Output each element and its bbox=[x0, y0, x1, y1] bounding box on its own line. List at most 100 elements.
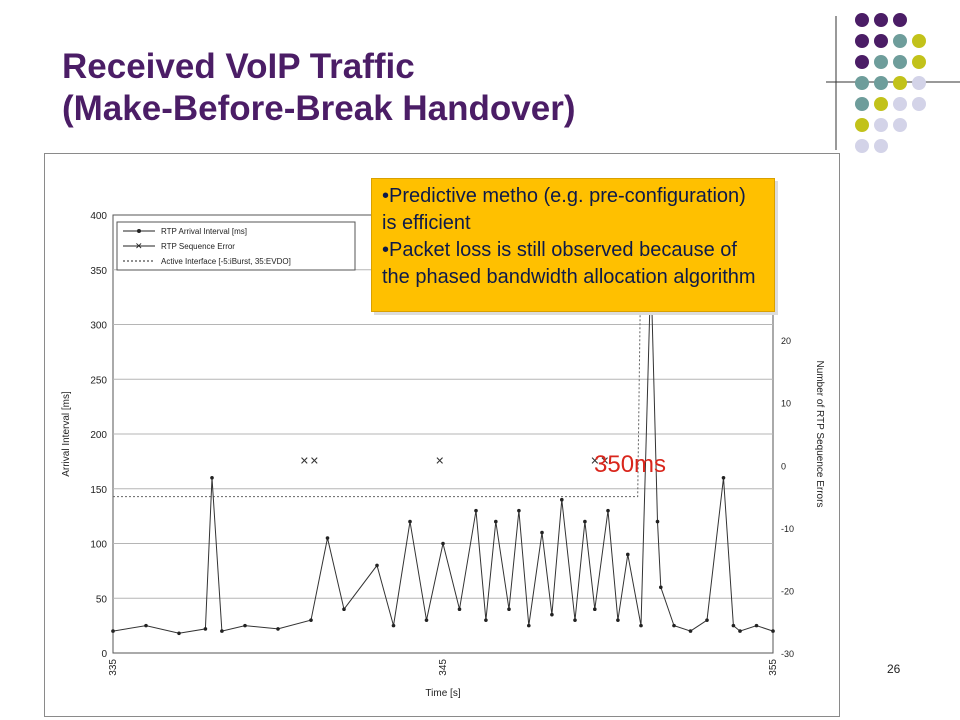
arrival-interval-point bbox=[527, 623, 531, 628]
title-line-1: Received VoIP Traffic bbox=[62, 47, 415, 86]
decorative-dot bbox=[874, 55, 888, 69]
arrival-interval-point bbox=[474, 508, 478, 513]
arrival-interval-point bbox=[177, 631, 181, 636]
sequence-error-marker: ✕ bbox=[300, 455, 309, 467]
legend-marker-seq-error: ✕ bbox=[135, 241, 143, 251]
arrival-interval-point bbox=[210, 476, 214, 480]
arrival-interval-point bbox=[731, 623, 736, 628]
arrival-interval-point bbox=[540, 530, 544, 535]
y-tick-label: 100 bbox=[90, 540, 107, 551]
arrival-interval-point bbox=[688, 629, 693, 633]
y2-tick-label: 10 bbox=[781, 399, 791, 409]
decorative-dot bbox=[855, 13, 869, 27]
decorative-dot bbox=[912, 97, 926, 111]
callout-bullet-2: •Packet loss is still observed because o… bbox=[382, 239, 756, 288]
y-tick-label: 50 bbox=[96, 594, 108, 605]
arrival-interval-point bbox=[220, 629, 224, 633]
arrival-interval-point bbox=[494, 519, 498, 524]
arrival-interval-point bbox=[672, 623, 676, 628]
y-tick-label: 350 bbox=[90, 266, 107, 277]
decorative-dot bbox=[874, 13, 888, 27]
legend-label-seq-error: RTP Sequence Error bbox=[161, 242, 235, 251]
arrival-interval-point bbox=[111, 629, 115, 633]
arrival-interval-point bbox=[507, 607, 511, 611]
decorative-dot bbox=[874, 97, 888, 111]
y2-tick-label: -20 bbox=[781, 586, 794, 596]
decorative-dot bbox=[874, 139, 888, 153]
x-axis-label: Time [s] bbox=[425, 688, 460, 699]
decorative-dot bbox=[874, 76, 888, 90]
arrival-interval-point bbox=[626, 552, 630, 557]
decorative-dot bbox=[893, 76, 907, 90]
arrival-interval-point bbox=[375, 563, 379, 568]
decorative-dot bbox=[874, 118, 888, 132]
arrival-interval-point bbox=[276, 627, 280, 631]
decorative-dot bbox=[912, 76, 926, 90]
arrival-interval-point bbox=[391, 623, 396, 628]
arrival-interval-point bbox=[309, 618, 313, 622]
decorative-dot bbox=[893, 13, 907, 27]
x-tick-label: 355 bbox=[768, 659, 779, 676]
y-tick-label: 150 bbox=[90, 485, 107, 496]
arrival-interval-point bbox=[144, 623, 148, 628]
arrival-interval-point bbox=[484, 618, 488, 622]
arrival-interval-point bbox=[655, 519, 660, 524]
slide-number: 26 bbox=[887, 662, 901, 676]
legend-label-arrival: RTP Arrival Interval [ms] bbox=[161, 227, 247, 236]
y2-tick-label: 0 bbox=[781, 461, 786, 471]
sequence-error-marker: ✕ bbox=[590, 455, 599, 467]
decorative-dot bbox=[893, 55, 907, 69]
decorative-dot bbox=[855, 55, 869, 69]
arrival-interval-point bbox=[517, 508, 521, 513]
legend-marker-arrival bbox=[137, 229, 141, 233]
arrival-interval-point bbox=[771, 629, 775, 633]
decorative-dot-grid bbox=[826, 13, 960, 153]
y-tick-label: 0 bbox=[101, 649, 107, 660]
y2-tick-label: -10 bbox=[781, 524, 794, 534]
arrival-interval-point bbox=[593, 607, 597, 611]
arrival-interval-point bbox=[408, 519, 412, 524]
arrival-interval-point bbox=[441, 541, 445, 546]
arrival-interval-point bbox=[342, 607, 346, 611]
decorative-dot bbox=[855, 97, 869, 111]
sequence-error-marker: ✕ bbox=[435, 455, 444, 467]
arrival-interval-point bbox=[754, 623, 759, 628]
y-tick-label: 250 bbox=[90, 375, 107, 386]
decorative-dot bbox=[912, 34, 926, 48]
sequence-error-marker: ✕ bbox=[600, 455, 609, 467]
arrival-interval-point bbox=[659, 585, 663, 590]
y2-tick-label: -30 bbox=[781, 649, 794, 659]
callout-bullet-1: •Predictive metho (e.g. pre-configuratio… bbox=[382, 185, 746, 234]
x-tick-label: 335 bbox=[108, 659, 119, 676]
decorative-dot bbox=[855, 34, 869, 48]
arrival-interval-point bbox=[639, 623, 643, 628]
decorative-dot bbox=[893, 118, 907, 132]
arrival-interval-point bbox=[550, 612, 554, 617]
y-tick-label: 200 bbox=[90, 430, 107, 441]
callout-box: •Predictive metho (e.g. pre-configuratio… bbox=[371, 178, 775, 312]
title-line-2: (Make-Before-Break Handover) bbox=[62, 89, 576, 128]
decorative-dot bbox=[874, 34, 888, 48]
decorative-dot bbox=[855, 118, 869, 132]
peak-annotation: 350ms bbox=[594, 451, 667, 478]
arrival-interval-point bbox=[583, 519, 587, 524]
arrival-interval-point bbox=[573, 618, 577, 622]
y2-axis-label: Number of RTP Sequence Errors bbox=[814, 361, 825, 508]
arrival-interval-point bbox=[705, 618, 709, 622]
slide-title: Received VoIP Traffic (Make-Before-Break… bbox=[62, 46, 575, 130]
y-tick-label: 400 bbox=[90, 211, 107, 222]
arrival-interval-point bbox=[738, 629, 742, 633]
decorative-dot bbox=[912, 55, 926, 69]
sequence-error-marker: ✕ bbox=[310, 455, 319, 467]
arrival-interval-point bbox=[457, 607, 462, 611]
y-tick-label: 300 bbox=[90, 321, 107, 332]
arrival-interval-point bbox=[616, 618, 620, 622]
decorative-dot bbox=[893, 97, 907, 111]
y-axis-label: Arrival Interval [ms] bbox=[61, 391, 72, 477]
arrival-interval-point bbox=[203, 627, 208, 631]
legend-label-interface: Active Interface [-5:iBurst, 35:EVDO] bbox=[161, 257, 291, 266]
arrival-interval-point bbox=[243, 623, 247, 628]
x-tick-label: 345 bbox=[438, 659, 449, 676]
decorative-dot bbox=[893, 34, 907, 48]
decorative-dot bbox=[855, 76, 869, 90]
